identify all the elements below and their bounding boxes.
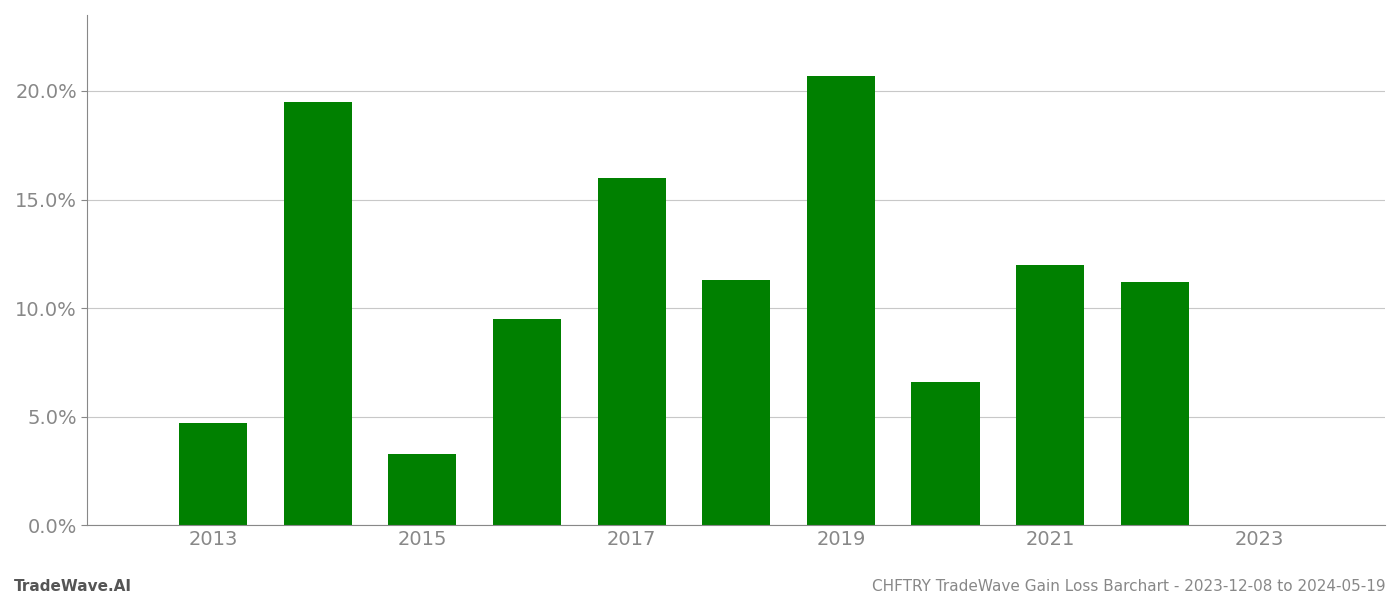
Bar [493,319,561,525]
Bar [806,76,875,525]
Bar [1016,265,1084,525]
Bar [284,102,351,525]
Bar [911,382,980,525]
Bar [388,454,456,525]
Bar [179,423,246,525]
Bar [598,178,665,525]
Text: TradeWave.AI: TradeWave.AI [14,579,132,594]
Bar [703,280,770,525]
Bar [1121,282,1189,525]
Text: CHFTRY TradeWave Gain Loss Barchart - 2023-12-08 to 2024-05-19: CHFTRY TradeWave Gain Loss Barchart - 20… [872,579,1386,594]
